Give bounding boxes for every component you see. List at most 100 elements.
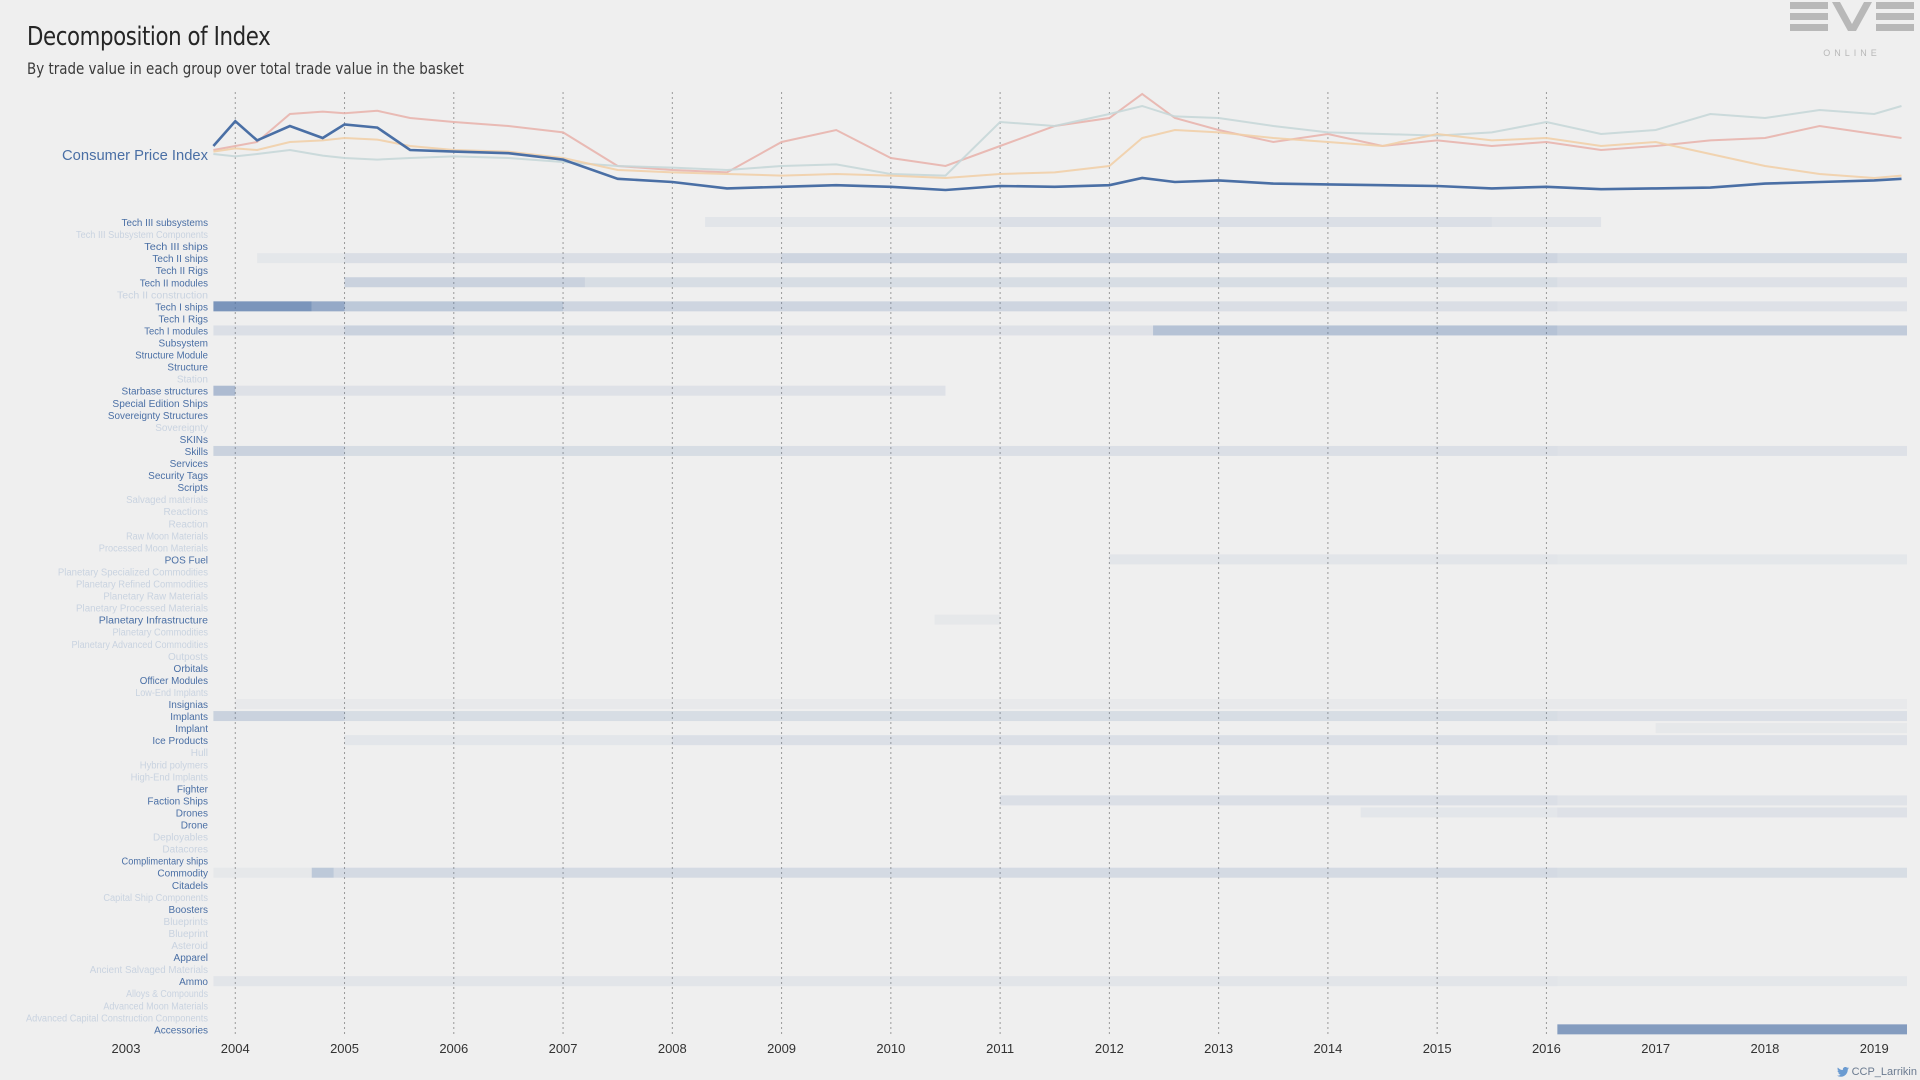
heatmap-cell: [705, 217, 1001, 227]
year-tick-label: 2018: [1750, 1041, 1779, 1056]
heatmap-cell: [781, 325, 1154, 336]
heatmap-cell: [311, 867, 334, 878]
category-label: Skills: [185, 447, 208, 458]
category-label: Services: [170, 459, 208, 470]
category-label: Advanced Moon Materials: [103, 1001, 208, 1012]
category-label: Structure Module: [135, 351, 208, 362]
cpi-axis-label: Consumer Price Index: [62, 147, 208, 164]
year-tick-label: 2004: [221, 1041, 250, 1056]
logo-letters: [1790, 2, 1914, 31]
category-label: Alloys & Compounds: [126, 989, 208, 1000]
category-label: Subsystem: [159, 339, 208, 350]
heatmap-cell: [213, 976, 1558, 987]
author-credit: CCP_Larrikin: [1836, 1066, 1917, 1078]
heatmap-cell: [781, 445, 1558, 456]
heatmap-cell: [235, 385, 946, 396]
chart-title: Decomposition of Index: [27, 22, 271, 52]
category-label: Apparel: [174, 953, 208, 964]
heatmap-cell: [344, 253, 782, 264]
category-label: Sovereignty Structures: [108, 411, 208, 422]
index-component-line: [213, 128, 1902, 180]
heatmap-cell: [1557, 445, 1907, 456]
category-label: Ancient Salvaged Materials: [90, 965, 208, 976]
category-label: Faction Ships: [147, 796, 208, 807]
eve-online-logo: ONLINE: [1790, 2, 1914, 58]
category-label: Reaction: [169, 519, 208, 530]
category-label: Blueprints: [164, 917, 208, 928]
year-tick-label: 2007: [549, 1041, 578, 1056]
year-tick-label: 2010: [876, 1041, 905, 1056]
heatmap-cell: [344, 277, 585, 288]
heatmap-cell: [213, 301, 312, 312]
heatmap-cell: [453, 325, 782, 336]
heatmap-cell: [213, 711, 345, 722]
year-tick-label: 2006: [439, 1041, 468, 1056]
year-tick-label: 2003: [112, 1041, 141, 1056]
category-label: Structure: [167, 363, 208, 374]
category-label: Scripts: [177, 483, 208, 494]
category-label: POS Fuel: [165, 555, 208, 566]
heatmap-cell: [213, 325, 345, 336]
category-label: Officer Modules: [140, 676, 208, 687]
heatmap-cell: [213, 445, 345, 456]
heatmap-cell: [257, 253, 345, 264]
twitter-icon: [1836, 1067, 1849, 1077]
heatmap-cell: [1000, 217, 1492, 227]
category-label: Accessories: [154, 1025, 208, 1036]
category-label: Advanced Capital Construction Components: [26, 1013, 208, 1024]
logo-subtext: ONLINE: [1823, 48, 1881, 58]
category-label: Fighter: [177, 784, 209, 795]
year-tick-label: 2015: [1423, 1041, 1452, 1056]
year-tick-label: 2013: [1204, 1041, 1233, 1056]
category-label: High-End Implants: [131, 772, 208, 783]
category-label: Orbitals: [174, 664, 208, 675]
category-label: Planetary Advanced Commodities: [72, 640, 209, 651]
heatmap-cell: [213, 867, 312, 878]
year-tick-label: 2011: [986, 1041, 1014, 1056]
heatmap-cell: [344, 445, 782, 456]
heatmap-cell: [1109, 301, 1558, 312]
category-label: Starbase structures: [122, 387, 208, 398]
year-tick-label: 2014: [1313, 1041, 1342, 1056]
category-label: Asteroid: [171, 941, 208, 952]
category-label: Tech II construction: [117, 290, 208, 301]
heatmap-cell: [1491, 217, 1602, 227]
cpi-line: [212, 119, 1902, 192]
category-label: Tech II Rigs: [156, 266, 208, 277]
category-label: Boosters: [169, 905, 208, 916]
heatmap-cell: [1557, 711, 1907, 722]
category-label: Sovereignty: [155, 423, 208, 434]
category-label: Insignias: [169, 700, 208, 711]
category-label: Datacores: [162, 845, 208, 856]
category-label: Planetary Raw Materials: [103, 592, 208, 603]
heatmap-cell: [1000, 795, 1558, 806]
category-label: Citadels: [172, 881, 208, 892]
category-label: Tech I Rigs: [159, 314, 208, 325]
year-tick-label: 2008: [658, 1041, 687, 1056]
author-handle: CCP_Larrikin: [1851, 1066, 1917, 1078]
heatmap-cell: [584, 277, 1558, 288]
category-label: Special Edition Ships: [112, 399, 208, 410]
heatmap-cell: [781, 253, 1558, 264]
heatmap-cell: [235, 699, 1908, 709]
category-label: Complimentary ships: [122, 857, 208, 868]
heatmap-cell: [344, 735, 673, 746]
heatmap-cell: [1557, 807, 1907, 818]
category-label: Salvaged materials: [126, 495, 208, 506]
category-label: Drones: [176, 808, 208, 819]
heatmap-cell: [344, 325, 454, 336]
heatmap-cell: [934, 614, 1001, 625]
category-label: Low-End Implants: [135, 688, 208, 699]
category-label: Drone: [181, 821, 209, 832]
category-label: Blueprint: [169, 929, 209, 940]
year-tick-label: 2012: [1095, 1041, 1124, 1056]
heatmap-cell: [344, 301, 564, 312]
category-label: Tech III subsystems: [122, 218, 208, 229]
category-label: SKINs: [180, 435, 208, 446]
category-label: Raw Moon Materials: [126, 531, 208, 542]
heatmap-cell: [344, 711, 1558, 722]
category-label: Capital Ship Components: [103, 893, 208, 904]
heatmap-cell: [311, 301, 345, 312]
heatmap-cell: [333, 867, 1558, 878]
heatmap-cell: [213, 385, 236, 396]
